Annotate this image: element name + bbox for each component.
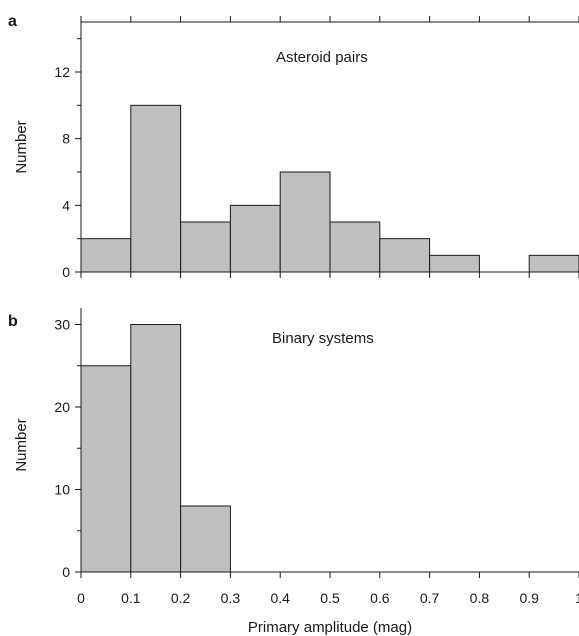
x-tick-label: 0.2 — [171, 590, 191, 606]
panel-b-bar-0.0 — [80, 365, 132, 573]
panel-a-annotation: Asteroid pairs — [276, 49, 368, 66]
panel-a-bar-0.3 — [229, 204, 281, 273]
panel-a-bar-0.5 — [329, 221, 381, 273]
x-tick-label: 1 — [575, 590, 579, 606]
x-tick-label: 0.7 — [420, 590, 440, 606]
panel-a-y-tick-labels: 0 4 8 12 — [54, 64, 70, 280]
x-axis-title: Primary amplitude (mag) — [248, 619, 412, 636]
panel-a-bar-0.6 — [379, 238, 431, 273]
panel-b-letter: b — [8, 313, 18, 330]
panel-b-axes — [75, 308, 579, 578]
panel-a-letter: a — [8, 13, 17, 30]
panel-a-y-tick-label: 0 — [62, 264, 70, 280]
panel-a-bar-0.9 — [528, 254, 579, 273]
x-tick-label: 0.6 — [370, 590, 390, 606]
panel-a-bar-0.1 — [130, 104, 182, 273]
panel-a-y-tick-label: 12 — [54, 64, 70, 80]
x-tick-label: 0.4 — [270, 590, 290, 606]
x-tick-label: 0.8 — [470, 590, 490, 606]
panel-a-y-tick-label: 4 — [62, 197, 70, 213]
panel-a-y-tick-label: 8 — [62, 131, 70, 147]
x-tick-label: 0 — [77, 590, 85, 606]
x-tick-label: 0.5 — [320, 590, 340, 606]
panel-a-axes — [75, 16, 579, 278]
x-tick-labels: 0 0.1 0.2 0.3 0.4 0.5 0.6 0.7 0.8 0.9 1 — [77, 590, 579, 606]
panel-a-bar-0.0 — [80, 238, 132, 273]
panel-b-y-tick-label: 0 — [62, 564, 70, 580]
panel-b-y-axis-title: Number — [13, 418, 30, 471]
panel-a-y-axis-title: Number — [13, 120, 30, 173]
panel-a-bar-0.7 — [429, 254, 480, 273]
panel-b-binary-systems: b Binary systems Number 0 10 20 30 — [8, 308, 579, 580]
panel-b-bars — [80, 324, 231, 573]
x-tick-label: 0.3 — [221, 590, 241, 606]
x-tick-label: 0.9 — [519, 590, 539, 606]
panel-a-bars — [80, 104, 579, 273]
panel-b-y-tick-label: 20 — [54, 399, 70, 415]
panel-b-bar-0.2 — [180, 505, 231, 573]
panel-a-bar-0.2 — [180, 221, 231, 273]
panel-b-y-tick-labels: 0 10 20 30 — [54, 317, 70, 581]
panel-b-y-tick-label: 10 — [54, 482, 70, 498]
panel-b-y-tick-label: 30 — [54, 317, 70, 333]
x-tick-label: 0.1 — [121, 590, 141, 606]
panel-a-asteroid-pairs: a Asteroid pairs Number 0 4 8 12 — [8, 13, 579, 280]
panel-b-annotation: Binary systems — [272, 330, 374, 347]
panel-a-bar-0.4 — [279, 171, 331, 273]
panel-b-bar-0.1 — [130, 324, 182, 573]
